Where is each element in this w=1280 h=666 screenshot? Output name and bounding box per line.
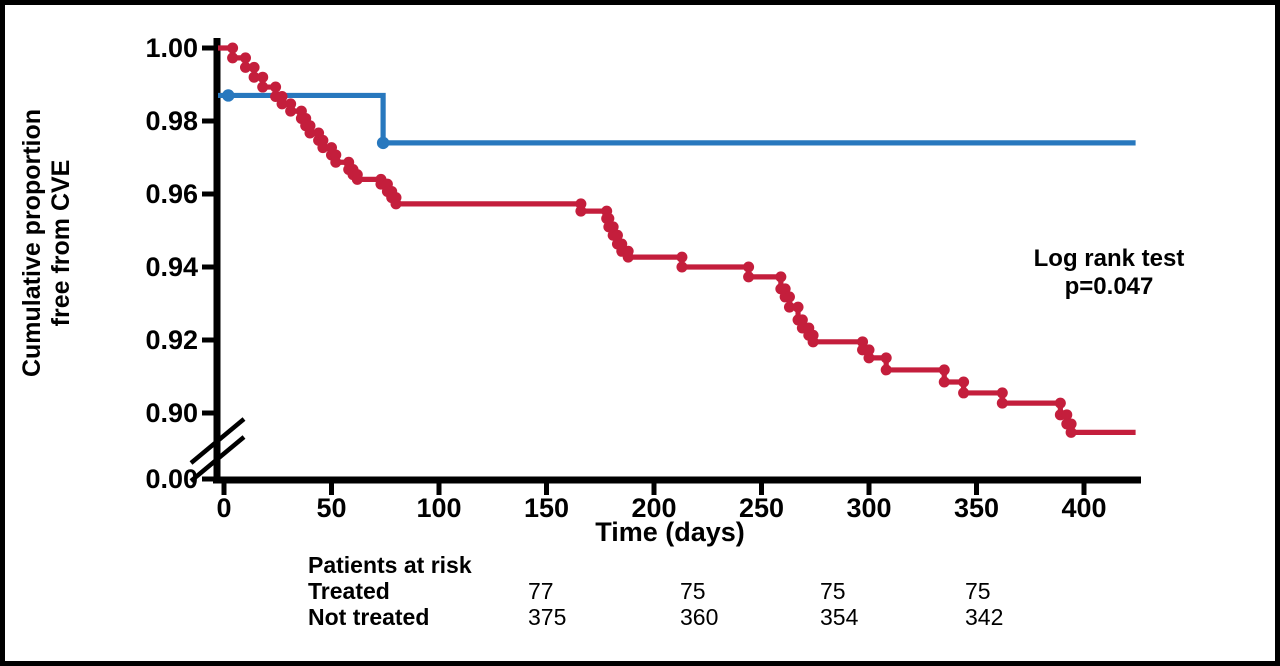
event-marker-not-treated: [330, 156, 342, 168]
risk-count: 77: [528, 578, 554, 604]
event-marker-not-treated: [240, 61, 251, 73]
event-marker-not-treated: [248, 71, 260, 83]
y-tick-label: 0.98: [145, 106, 198, 136]
risk-table-title: Patients at risk: [308, 552, 472, 578]
risk-count: 75: [965, 578, 991, 604]
y-axis-title-line2: free from CVE: [47, 159, 75, 327]
risk-row-not-treated: Not treated 375 360 354 342: [5, 604, 1275, 630]
x-tick-label: 350: [954, 493, 999, 523]
risk-count: 75: [820, 578, 846, 604]
event-marker-not-treated: [996, 387, 1008, 399]
y-tick-zero-label: 0.00: [145, 464, 198, 494]
risk-count: 342: [965, 604, 1004, 630]
event-marker-not-treated: [958, 387, 970, 399]
event-marker-not-treated: [783, 291, 795, 303]
survival-curve-treated: [218, 92, 1136, 146]
event-marker-not-treated: [390, 198, 402, 210]
event-marker-not-treated: [611, 229, 623, 241]
event-marker-not-treated: [676, 251, 688, 263]
event-marker-not-treated: [304, 127, 316, 139]
x-tick-label: 300: [846, 493, 891, 523]
event-marker-not-treated: [880, 364, 892, 376]
survival-curve-not-treated: [218, 45, 1136, 435]
event-marker-not-treated: [622, 251, 634, 263]
x-axis-title: Time (days): [595, 517, 745, 547]
y-tick-label: 0.90: [145, 398, 198, 428]
risk-count: 360: [680, 604, 719, 630]
event-marker-treated: [222, 89, 235, 102]
event-marker-not-treated: [257, 81, 269, 93]
event-marker-not-treated: [775, 271, 787, 283]
event-marker-not-treated: [270, 81, 282, 93]
event-marker-treated: [376, 136, 390, 150]
event-marker-not-treated: [958, 376, 970, 388]
event-marker-not-treated: [248, 61, 260, 73]
event-marker-not-treated: [938, 376, 950, 388]
y-tick-label: 0.96: [145, 179, 198, 209]
event-marker-not-treated: [792, 301, 804, 313]
risk-count: 354: [820, 604, 859, 630]
y-axis-title-line1: Cumulative proportion: [18, 108, 46, 378]
event-marker-not-treated: [276, 98, 288, 110]
event-marker-not-treated: [880, 352, 892, 364]
event-marker-not-treated: [938, 364, 950, 376]
y-tick-label: 0.92: [145, 325, 198, 355]
x-tick-label: 250: [739, 493, 784, 523]
event-marker-not-treated: [779, 283, 791, 295]
event-marker-not-treated: [1065, 418, 1077, 430]
p-value: p=0.047: [1064, 273, 1154, 300]
event-marker-not-treated: [676, 261, 688, 273]
event-marker-not-treated: [743, 271, 755, 283]
event-marker-not-treated: [863, 344, 875, 356]
event-marker-not-treated: [857, 336, 869, 348]
risk-row-label: Not treated: [308, 604, 430, 630]
km-plot-canvas: 1.00 0.98 0.96 0.94 0.92 0.90 0.00 0 50 100 150 200…: [145, 33, 1141, 523]
event-marker-not-treated: [743, 261, 755, 273]
log-rank-annotation: Log rank test p=0.047: [959, 245, 1259, 301]
event-marker-not-treated: [257, 71, 269, 83]
event-marker-not-treated: [996, 397, 1008, 409]
log-rank-line: Log rank test: [1033, 245, 1185, 272]
event-marker-not-treated: [575, 205, 587, 217]
event-marker-not-treated: [796, 314, 808, 326]
event-marker-not-treated: [603, 212, 615, 224]
event-marker-not-treated: [317, 142, 329, 154]
risk-count: 75: [680, 578, 706, 604]
x-tick-label: 0: [216, 493, 231, 523]
axis-break-mark: [189, 435, 246, 483]
risk-row-label: Treated: [308, 578, 390, 604]
risk-count: 375: [528, 604, 567, 630]
event-marker-not-treated: [240, 52, 251, 64]
x-tick-label: 100: [416, 493, 461, 523]
event-marker-not-treated: [285, 105, 297, 117]
event-marker-not-treated: [807, 336, 819, 348]
event-marker-not-treated: [607, 221, 619, 233]
event-marker-not-treated: [227, 42, 239, 54]
risk-row-treated: Treated 77 75 75 75: [5, 578, 1275, 604]
event-marker-not-treated: [783, 301, 795, 313]
x-tick-label: 400: [1061, 493, 1106, 523]
y-tick-label: 0.94: [145, 252, 198, 282]
x-tick-label: 150: [524, 493, 569, 523]
event-marker-not-treated: [1054, 397, 1066, 409]
axis-break-mark: [189, 417, 246, 465]
event-marker-not-treated: [1061, 409, 1073, 421]
event-marker-not-treated: [1065, 426, 1077, 438]
x-tick-label: 200: [631, 493, 676, 523]
y-tick-label: 1.00: [145, 33, 198, 63]
event-marker-not-treated: [351, 173, 363, 185]
event-marker-not-treated: [227, 52, 239, 64]
x-tick-label: 50: [316, 493, 346, 523]
event-marker-not-treated: [863, 352, 875, 364]
